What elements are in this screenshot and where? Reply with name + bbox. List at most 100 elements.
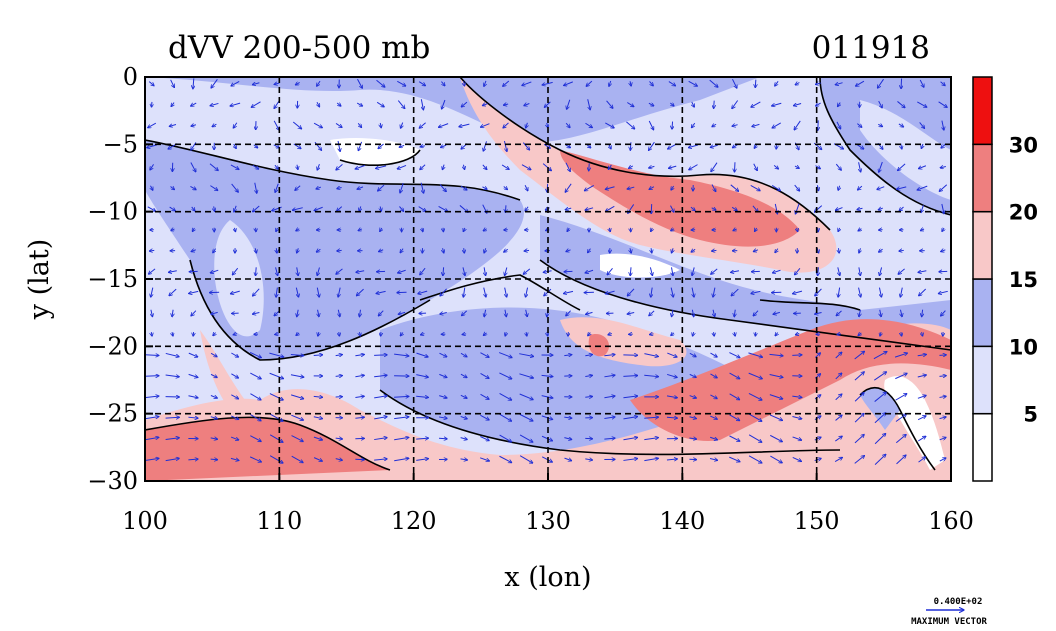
wind-vector <box>505 332 506 336</box>
wind-vector <box>335 438 343 439</box>
wind-vector <box>439 417 447 419</box>
wind-vector <box>775 248 778 253</box>
chart-title: dVV 200-500 mb <box>168 30 430 66</box>
y-tick-label: −10 <box>87 198 138 226</box>
wind-vector <box>145 355 159 356</box>
wind-vector <box>416 459 428 461</box>
wind-vector <box>250 435 261 442</box>
wind-vector <box>147 144 157 148</box>
wind-vector <box>626 121 634 129</box>
wind-vector <box>230 458 239 460</box>
wind-vector <box>418 206 426 212</box>
wind-vector <box>585 459 592 460</box>
wind-vector <box>519 413 533 421</box>
wind-vector <box>357 78 362 88</box>
wind-vector <box>748 352 762 357</box>
wind-vector <box>291 414 303 420</box>
wind-vector <box>172 332 173 336</box>
wind-vector <box>460 394 467 398</box>
wind-vector <box>711 208 716 210</box>
wind-vector <box>623 458 637 460</box>
wind-vector <box>498 352 512 358</box>
wind-vector <box>835 83 843 85</box>
wind-vector <box>544 101 551 108</box>
y-tick-label: −15 <box>87 265 138 293</box>
wind-vector <box>857 185 863 190</box>
wind-vector <box>753 310 759 316</box>
max-vector-caption: MAXIMUM VECTOR <box>911 617 987 627</box>
wind-vector <box>317 80 321 86</box>
wind-vector <box>748 434 762 442</box>
wind-vector <box>564 81 573 86</box>
wind-vector <box>564 438 572 440</box>
wind-vector <box>689 164 698 170</box>
wind-vector <box>874 433 886 445</box>
wind-vector <box>249 456 261 462</box>
wind-vector <box>231 415 239 420</box>
wind-vector <box>252 83 260 85</box>
wind-vector <box>296 229 300 231</box>
wind-vector <box>772 122 781 128</box>
wind-vector <box>900 309 902 317</box>
wind-vector <box>521 164 531 170</box>
wind-vector <box>525 287 527 298</box>
wind-vector <box>150 185 152 191</box>
wind-vector <box>692 332 693 336</box>
wind-vector <box>650 267 652 275</box>
wind-vector <box>919 288 927 296</box>
wind-vector <box>252 205 260 212</box>
wind-vector <box>605 290 615 294</box>
wind-vector <box>442 99 446 109</box>
wind-vector <box>630 81 631 86</box>
wind-vector <box>836 310 842 316</box>
wind-vector <box>419 122 426 129</box>
wind-vector <box>459 123 470 127</box>
wind-vector <box>769 394 783 399</box>
wind-vector <box>210 417 218 419</box>
wind-vector <box>623 396 637 398</box>
wind-vector <box>714 332 715 336</box>
wind-vector <box>380 122 381 128</box>
wind-vector <box>670 205 674 213</box>
wind-vector <box>374 355 387 356</box>
wind-vector <box>165 438 180 440</box>
wind-vector <box>689 438 696 439</box>
wind-vector <box>939 376 946 377</box>
wind-vector <box>416 374 428 378</box>
wind-vector <box>440 288 447 296</box>
wind-vector <box>730 184 739 192</box>
y-tick-label: −30 <box>87 467 138 495</box>
wind-vector <box>374 459 387 460</box>
wind-vector <box>919 79 924 87</box>
wind-vector <box>605 186 615 190</box>
x-tick-label: 100 <box>122 507 168 535</box>
wind-vector <box>483 333 486 336</box>
wind-vector <box>172 309 173 317</box>
wind-vector <box>274 83 280 85</box>
wind-vector <box>769 354 784 356</box>
wind-vector <box>314 206 323 210</box>
wind-vector <box>374 417 387 420</box>
wind-vector <box>627 288 635 296</box>
wind-vector <box>519 353 533 357</box>
wind-vector <box>375 165 387 169</box>
wind-vector <box>769 373 783 377</box>
wind-vector <box>666 396 677 398</box>
wind-vector <box>795 83 800 85</box>
wind-vector <box>667 373 677 377</box>
wind-vector <box>567 99 571 110</box>
wind-vector <box>394 396 409 397</box>
wind-vector <box>835 415 843 421</box>
wind-vector <box>213 248 216 253</box>
wind-vector <box>710 373 717 378</box>
wind-vector <box>835 207 843 211</box>
wind-vector <box>191 310 197 316</box>
wind-vector <box>857 208 863 209</box>
wind-vector <box>505 309 506 317</box>
wind-vector <box>359 309 360 317</box>
wind-vector <box>359 332 360 336</box>
wind-vector <box>585 208 594 210</box>
wind-vector <box>234 227 235 232</box>
wind-vector <box>711 162 718 172</box>
wind-vector <box>484 287 486 298</box>
